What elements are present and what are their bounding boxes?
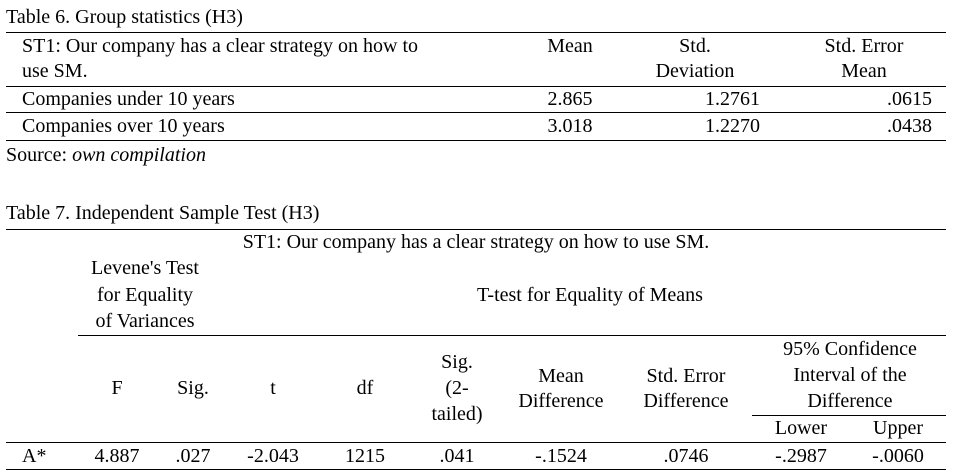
table6-row1-stddev: 1.2761 xyxy=(705,88,760,110)
table7-question: ST1: Our company has a clear strategy on… xyxy=(242,231,710,253)
table7-caption: Table 7. Independent Sample Test (H3) xyxy=(6,202,320,224)
table7-col-t: t xyxy=(270,377,276,399)
table7-levene-line1: Levene's Test xyxy=(91,257,199,279)
table7-header-bottom-rule xyxy=(6,442,946,443)
table6-row2-mean: 3.018 xyxy=(547,115,593,137)
table6-header-label-line2: use SM. xyxy=(22,60,88,82)
table6-row2-stderr: .0438 xyxy=(887,115,932,137)
table6-header-stddev-line1: Std. xyxy=(679,35,711,57)
table6-header-stderr-line2: Mean xyxy=(841,60,887,82)
table7-row-f: 4.887 xyxy=(94,445,140,467)
table7-col-stderr-line2: Difference xyxy=(643,390,729,412)
table7-col-f: F xyxy=(111,377,123,399)
table7-col-sig2-line2: (2- xyxy=(445,377,469,399)
table7-col-df: df xyxy=(356,377,374,399)
table6-header-stddev-line2: Deviation xyxy=(655,60,735,82)
table6-top-rule xyxy=(6,32,946,33)
table7-row-meandiff: -.1524 xyxy=(535,445,587,467)
table7-row-df: 1215 xyxy=(345,445,385,467)
table7-col-sig2-line1: Sig. xyxy=(441,351,473,373)
table6-row2-label: Companies over 10 years xyxy=(22,115,225,137)
table6-caption: Table 6. Group statistics (H3) xyxy=(6,6,243,28)
table7-subheader-rule xyxy=(78,335,946,336)
table6-header-stderr-line1: Std. Error xyxy=(824,35,904,57)
table7-col-meandiff-line1: Mean xyxy=(538,365,584,387)
table7-row-sig: .027 xyxy=(175,445,211,467)
table6-bottom-rule xyxy=(6,140,946,141)
table6-header-rule xyxy=(6,86,946,87)
table6-source-text: own compilation xyxy=(72,144,206,166)
table7-levene-line3: of Variances xyxy=(95,310,195,332)
table6-header-mean: Mean xyxy=(547,35,593,57)
table7-col-stderr-line1: Std. Error xyxy=(646,365,726,387)
table7-levene-line2: for Equality xyxy=(96,284,194,306)
table6-row1-label: Companies under 10 years xyxy=(22,88,235,110)
table7-row-upper: -.0060 xyxy=(872,445,924,467)
table7-ci-rule xyxy=(752,415,946,416)
table6-row1-mean: 2.865 xyxy=(547,88,593,110)
table7-top-rule xyxy=(6,229,946,230)
table7-row-t: -2.043 xyxy=(247,445,299,467)
table6-row1-stderr: .0615 xyxy=(887,88,932,110)
table7-row-label: A* xyxy=(22,445,47,467)
table7-col-lower: Lower xyxy=(774,417,828,439)
table6-source-prefix: Source: xyxy=(6,144,73,166)
table7-ci-line2: Interval of the xyxy=(793,364,907,386)
table7-ttest-header: T-test for Equality of Means xyxy=(477,284,703,306)
table7-col-upper: Upper xyxy=(873,417,923,439)
table6-header-label-line1: ST1: Our company has a clear strategy on… xyxy=(22,35,419,57)
table7-col-sig: Sig. xyxy=(177,377,209,399)
table6-row2-stddev: 1.2270 xyxy=(705,115,760,137)
table7-row-stderrdiff: .0746 xyxy=(663,445,709,467)
table7-row-sig2: .041 xyxy=(439,445,475,467)
table6-row-rule xyxy=(6,112,946,113)
table7-ci-line3: Difference xyxy=(807,390,893,412)
table7-bottom-rule xyxy=(6,469,946,470)
table7-col-meandiff-line2: Difference xyxy=(518,390,604,412)
table7-row-lower: -.2987 xyxy=(775,445,827,467)
table7-ci-line1: 95% Confidence xyxy=(783,338,917,360)
table6-source: Source: own compilation xyxy=(6,145,206,165)
table7-col-sig2-line3: tailed) xyxy=(431,403,483,425)
